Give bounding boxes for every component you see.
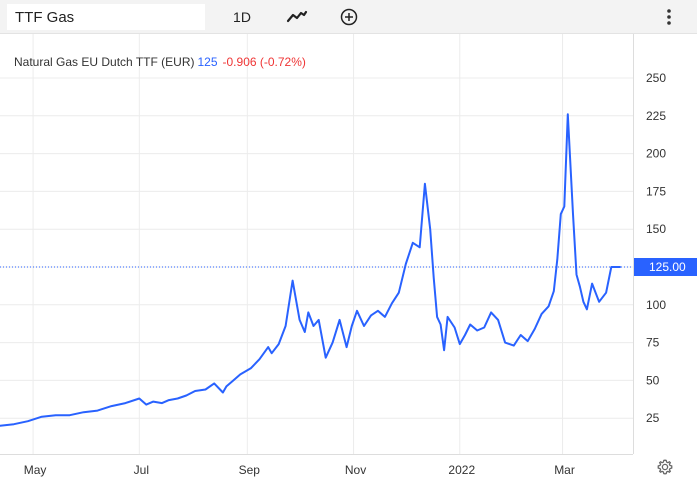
x-tick-label: Nov: [345, 463, 366, 477]
x-tick-label: Sep: [239, 463, 261, 477]
settings-button[interactable]: [655, 457, 675, 477]
series-line: [0, 113, 621, 427]
x-tick-label: Mar: [554, 463, 575, 477]
plot-area: [0, 34, 633, 454]
chart-type-button[interactable]: [282, 4, 312, 30]
legend-change: -0.906 (-0.72%): [222, 55, 306, 69]
chart-legend: Natural Gas EU Dutch TTF (EUR) 125 -0.906 …: [14, 55, 306, 69]
chart-labels: 125.00: [634, 258, 697, 276]
last-price-label-bg: [634, 258, 697, 276]
y-tick-label: 75: [646, 336, 660, 350]
legend-price: 125: [197, 55, 218, 69]
y-tick-label: 175: [646, 184, 666, 198]
y-tick-label: 250: [646, 71, 666, 85]
price-chart[interactable]: May Jul Sep Nov 2022 Mar 25 50 75 100 125 150 175 200…: [0, 34, 697, 488]
compare-button[interactable]: [334, 4, 364, 30]
symbol-search-input[interactable]: [7, 4, 205, 30]
chart-axes: May Jul Sep Nov 2022 Mar 25 50 75 100 125 150 175 200…: [0, 34, 666, 477]
y-tick-label: 50: [646, 373, 660, 387]
x-tick-label: May: [24, 463, 47, 477]
more-menu-button[interactable]: [656, 4, 682, 30]
y-tick-label: 225: [646, 109, 666, 123]
x-tick-label: 2022: [448, 463, 475, 477]
toolbar: 1D: [0, 0, 697, 34]
y-tick-label: 100: [646, 298, 666, 312]
y-tick-label: 150: [646, 222, 666, 236]
gear-icon: [657, 459, 673, 475]
x-tick-label: Jul: [134, 463, 149, 477]
chart-series: [0, 113, 633, 427]
y-tick-label: 200: [646, 147, 666, 161]
add-circle-icon: [340, 8, 358, 26]
y-tick-label: 25: [646, 411, 660, 425]
line-chart-icon: [286, 10, 308, 23]
legend-symbol-name: Natural Gas EU Dutch TTF (EUR): [14, 55, 195, 69]
more-vertical-icon: [667, 9, 671, 25]
chart-grid: [0, 34, 633, 454]
interval-button[interactable]: 1D: [224, 4, 260, 30]
last-price-label: 125.00: [649, 260, 686, 274]
